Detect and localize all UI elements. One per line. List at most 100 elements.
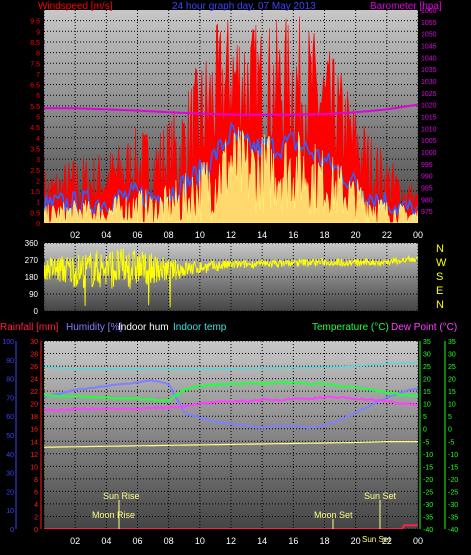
temperature-tick-label: 25 <box>423 364 431 371</box>
wind-left-tick-label: 1.5 <box>30 189 40 196</box>
legend-indoor-temp: Indoor temp <box>173 322 227 333</box>
wind-right-ticks: 975 980 985 990 995 1000 1005 1010 1015 1020 1025 1… <box>421 8 437 216</box>
indoor-temp-series <box>44 361 418 370</box>
rainfall-tick-label: 8 <box>34 477 38 484</box>
barometer-series <box>44 103 418 116</box>
wind-x-tick-label: 14 <box>257 230 267 240</box>
dewpoint-tick-label: -10 <box>448 452 458 459</box>
wind-x-tick-label: 02 <box>70 230 80 240</box>
sunrise-label: Sun Rise <box>103 491 140 501</box>
wind-x-tick-label: 04 <box>101 230 111 240</box>
legend-indoor-hum: Indoor hum <box>118 322 169 333</box>
wind-left-tick-label: 2.5 <box>30 168 40 175</box>
direction-tick-label: 90 <box>29 290 38 299</box>
temperature-tick-label: -35 <box>423 514 433 521</box>
temperature-tick-label: 35 <box>423 339 431 346</box>
wind-left-tick-label: 5.5 <box>30 104 40 111</box>
barometer-tick-label: 990 <box>421 174 433 181</box>
wind-x-tick-label: 16 <box>288 230 298 240</box>
wind-left-tick-label: 1 <box>36 200 40 207</box>
dewpoint-tick-label: 0 <box>448 427 452 434</box>
wind-left-tick-label: 3.5 <box>30 146 40 153</box>
barometer-tick-label: 1005 <box>421 138 437 145</box>
rainfall-tick-label: 24 <box>30 377 38 384</box>
dewpoint-tick-label: -40 <box>448 527 458 534</box>
wind-left-tick-label: 6.5 <box>30 83 40 90</box>
humidity-tick-label: 60 <box>6 414 14 421</box>
wind-left-tick-label: 7.5 <box>30 61 40 68</box>
wind-left-tick-label: 3 <box>36 157 40 164</box>
temp-x-tick-label: 14 <box>257 536 267 546</box>
barometer-tick-label: 1020 <box>421 103 437 110</box>
compass-letter: N <box>436 243 444 255</box>
temperature-tick-label: 10 <box>423 402 431 409</box>
astro-annotations: Sun Rise Moon Rise Moon Set Sun Set Sun … <box>92 491 397 544</box>
humidity-tick-label: 40 <box>6 452 14 459</box>
wind-left-tick-label: 0.5 <box>30 210 40 217</box>
direction-tick-label: 180 <box>25 273 39 282</box>
dewpoint-tick-label: 35 <box>448 339 456 346</box>
direction-left-ticks: 0 90 180 270 360 <box>25 239 39 316</box>
wind-x-tick-label: 22 <box>382 230 392 240</box>
rainfall-tick-label: 18 <box>30 414 38 421</box>
wind-left-tick-label: 0 <box>36 221 40 228</box>
temp-x-tick-label: 06 <box>132 536 142 546</box>
direction-tick-label: 270 <box>25 256 39 265</box>
temp-panel: 0102030405060708090100024681012141618202… <box>2 339 458 544</box>
humidity-tick-label: 30 <box>6 471 14 478</box>
wind-left-tick-label: 5 <box>36 115 40 122</box>
dewpoint-tick-label: -5 <box>448 439 454 446</box>
wind-x-tick-label: 12 <box>226 230 236 240</box>
moonset-label: Moon Set <box>314 510 353 520</box>
temp-x-tick-label: 18 <box>319 536 329 546</box>
temp-x-tick-label: 00 <box>413 536 423 546</box>
temperature-tick-label: -40 <box>423 527 433 534</box>
barometer-tick-label: 975 <box>421 209 433 216</box>
wind-left-tick-label: 9 <box>36 29 40 36</box>
temp-x-tick-label: 02 <box>70 536 80 546</box>
wind-series <box>44 16 418 223</box>
temperature-tick-label: -10 <box>423 452 433 459</box>
wind-left-tick-label: 4.5 <box>30 125 40 132</box>
temperature-tick-label: 20 <box>423 377 431 384</box>
temp-x-ticks: 02 04 06 08 10 12 14 16 18 20 22 00 <box>70 536 423 546</box>
humidity-tick-label: 100 <box>2 339 14 346</box>
wind-left-tick-label: 8 <box>36 51 40 58</box>
barometer-tick-label: 1015 <box>421 115 437 122</box>
humidity-tick-label: 20 <box>6 489 14 496</box>
temp-x-tick-label: 16 <box>288 536 298 546</box>
wind-left-tick-label: 9.5 <box>30 19 40 26</box>
humidity-tick-label: 50 <box>6 433 14 440</box>
barometer-tick-label: 1025 <box>421 91 437 98</box>
temperature-tick-label: -20 <box>423 477 433 484</box>
temp-x-tick-label: 08 <box>164 536 174 546</box>
compass-letter: E <box>436 285 443 297</box>
humidity-tick-label: 0 <box>10 527 14 534</box>
temperature-series <box>44 380 418 403</box>
dew-point-series <box>44 395 418 413</box>
wind-x-tick-label: 18 <box>319 230 329 240</box>
humidity-series <box>44 378 418 430</box>
dewpoint-tick-label: -30 <box>448 502 458 509</box>
dewpoint-tick-label: 25 <box>448 364 456 371</box>
rainfall-tick-label: 6 <box>34 489 38 496</box>
rainfall-tick-label: 10 <box>30 464 38 471</box>
dewpoint-tick-label: -15 <box>448 464 458 471</box>
dewpoint-tick-label: 5 <box>448 414 452 421</box>
direction-tick-label: 360 <box>25 239 39 248</box>
wind-left-ticks: 0 0.5 1 1.5 2 2.5 3 3.5 4 4.5 5 5.5 6 6.5 7 7.5 8 8.5 9 9.5 <box>30 19 40 228</box>
rainfall-tick-label: 26 <box>30 364 38 371</box>
wind-x-tick-label: 20 <box>351 230 361 240</box>
rainfall-tick-label: 22 <box>30 389 38 396</box>
rainfall-tick-label: 28 <box>30 352 38 359</box>
rainfall-tick-label: 14 <box>30 439 38 446</box>
legend-temperature: Temperature (°C) <box>312 322 389 333</box>
barometer-axis-label: Barometer [hpa] <box>370 1 442 12</box>
temperature-tick-label: 30 <box>423 352 431 359</box>
compass-letter: S <box>436 271 443 283</box>
sunset-label-bottom: Sun Set <box>362 535 391 544</box>
dewpoint-tick-label: 30 <box>448 352 456 359</box>
compass-letter: N <box>436 299 444 311</box>
